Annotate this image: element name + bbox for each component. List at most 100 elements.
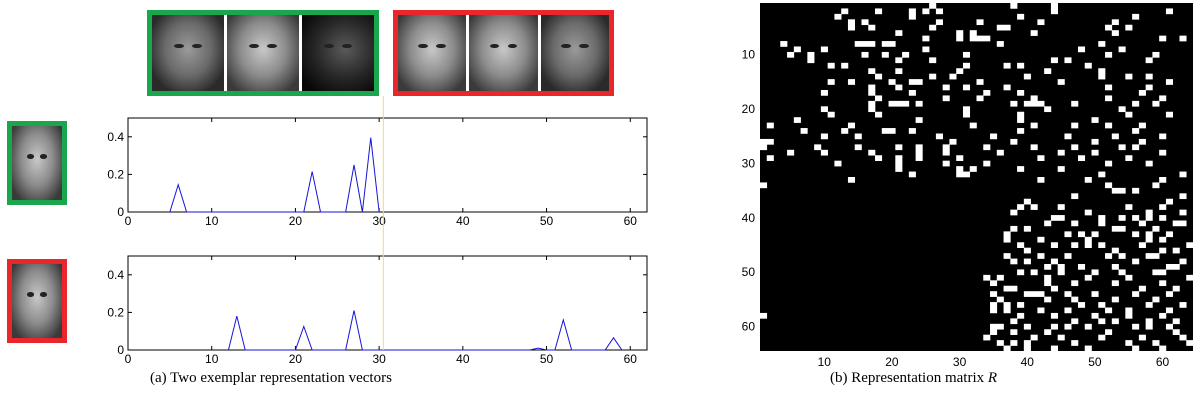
matrix-cell	[1017, 242, 1025, 248]
matrix-cell	[868, 149, 876, 156]
matrix-cell	[1071, 318, 1079, 325]
matrix-cell	[962, 51, 971, 58]
matrix-cell	[915, 144, 923, 151]
matrix-cell	[1044, 68, 1052, 74]
matrix-cell	[929, 24, 937, 31]
matrix-cell	[1145, 84, 1153, 91]
matrix-cell	[854, 133, 862, 140]
matrix-cell	[1138, 122, 1146, 129]
matrix-cell	[854, 144, 862, 151]
matrix-cell	[1118, 253, 1126, 259]
matrix-cell	[908, 128, 916, 134]
matrix-cell	[1017, 166, 1025, 172]
matrix-cell	[915, 149, 923, 156]
matrix-cell	[1132, 100, 1140, 107]
matrix-cell	[1145, 302, 1153, 308]
matrix-cell	[1003, 302, 1011, 308]
caption-b-symbol: R	[987, 370, 998, 386]
matrix-cell	[1145, 215, 1153, 221]
matrix-cell	[1098, 73, 1106, 80]
matrix-cell	[1145, 253, 1153, 259]
matrix-cell	[841, 62, 849, 69]
matrix-cell	[868, 24, 876, 31]
representation-matrix-heatmap: 10 20 30 40 50 60 10 20 30 40 50 60	[742, 3, 1194, 369]
matrix-cell	[847, 79, 856, 85]
matrix-cell	[1179, 220, 1187, 227]
plot-frame	[127, 255, 648, 351]
matrix-cell	[1010, 100, 1018, 107]
x-tick-label: 10	[205, 214, 219, 228]
matrix-cell	[780, 41, 788, 47]
x-tick-label: 50	[540, 352, 554, 366]
matrix-cell	[1132, 215, 1140, 221]
matrix-cell	[983, 160, 991, 167]
matrix-cell	[1165, 264, 1174, 270]
matrix-cell	[1030, 122, 1038, 129]
matrix-cell	[1017, 269, 1025, 276]
matrix-cell	[942, 95, 950, 102]
matrix-cell	[1037, 307, 1045, 314]
x-tick-label: 60	[624, 214, 638, 228]
matrix-cell	[1165, 79, 1174, 85]
matrix-cell	[1145, 318, 1153, 325]
matrix-cell	[1138, 334, 1146, 341]
matrix-cell	[1050, 8, 1058, 15]
matrix-cell	[962, 171, 971, 178]
y-tick-label: 0.2	[107, 305, 124, 319]
matrix-cell	[976, 19, 984, 26]
matrix-cell	[1071, 296, 1079, 303]
matrix-cell	[1091, 312, 1099, 319]
y-tick-label: 10	[742, 48, 756, 62]
matrix-cell	[1118, 187, 1126, 194]
matrix-cell	[1077, 155, 1086, 161]
matrix-cell	[1152, 340, 1160, 346]
matrix-cell	[990, 280, 998, 287]
matrix-cell	[1023, 100, 1031, 107]
matrix-cell	[969, 35, 977, 42]
matrix-cell	[1003, 345, 1011, 352]
matrix-cell	[1023, 340, 1031, 346]
matrix-cell	[969, 122, 977, 129]
matrix-cell	[1145, 57, 1153, 64]
matrix-cell	[1050, 312, 1058, 319]
exemplar-face-green	[7, 121, 67, 205]
matrix-cell	[1172, 247, 1180, 254]
x-tick-label: 20	[289, 352, 303, 366]
matrix-cell	[1138, 242, 1146, 248]
matrix-cell	[1017, 90, 1025, 96]
matrix-cell	[827, 111, 835, 118]
matrix-cell	[1010, 138, 1018, 145]
x-tick-label: 20	[289, 214, 303, 228]
x-tick-label: 10	[818, 355, 832, 369]
matrix-cell	[1152, 269, 1160, 276]
matrix-cell	[1105, 84, 1113, 91]
plot-frame	[127, 117, 648, 213]
matrix-cell	[1098, 41, 1106, 47]
y-tick-label: 60	[742, 320, 756, 334]
matrix-cell	[1105, 122, 1113, 129]
matrix-cell	[1091, 138, 1099, 145]
matrix-cell	[1165, 323, 1174, 330]
matrix-cell	[1017, 128, 1025, 134]
matrix-cell	[1064, 307, 1072, 314]
matrix-cell	[787, 149, 795, 156]
matrix-cell	[1057, 79, 1065, 85]
x-tick-label: 40	[1021, 355, 1035, 369]
face-image	[398, 15, 467, 91]
matrix-cell	[1044, 274, 1052, 281]
x-tick-label: 40	[456, 352, 470, 366]
matrix-cell	[969, 30, 977, 36]
matrix-cell	[1165, 291, 1174, 297]
matrix-cell	[1125, 155, 1133, 161]
matrix-cell	[868, 106, 876, 113]
matrix-cell	[1145, 323, 1153, 330]
matrix-cell	[976, 35, 984, 42]
matrix-background	[760, 3, 1193, 351]
matrix-cell	[1057, 269, 1065, 276]
matrix-cell	[881, 41, 889, 47]
matrix-cell	[841, 128, 849, 134]
matrix-cell	[983, 35, 991, 42]
matrix-cell	[1084, 236, 1092, 243]
matrix-cell	[1152, 100, 1160, 107]
matrix-cell	[1057, 204, 1065, 210]
